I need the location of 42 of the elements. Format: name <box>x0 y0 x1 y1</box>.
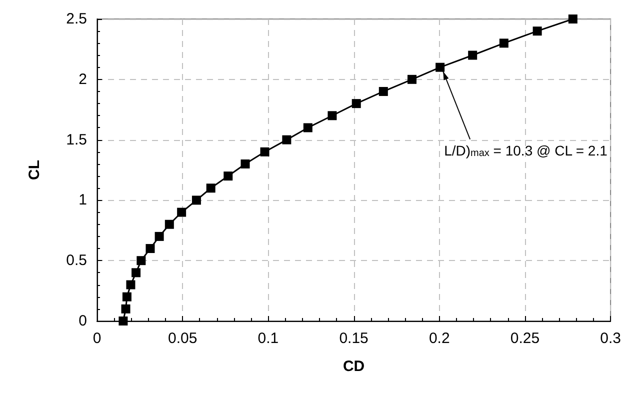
y-tick-label: 0 <box>78 312 87 330</box>
x-tick-label: 0.1 <box>258 330 279 347</box>
point <box>260 147 270 156</box>
x-tick-label: 0.05 <box>168 330 198 347</box>
y-tick-label: 1 <box>78 192 87 209</box>
point <box>407 74 416 84</box>
annotation: L/D)max = 10.3 @ CL = 2.1 <box>444 142 608 159</box>
point <box>568 14 578 24</box>
x-tick-label: 0 <box>92 330 102 347</box>
point <box>499 38 508 48</box>
point <box>154 232 164 241</box>
x-tick-label: 0.25 <box>510 330 540 347</box>
point <box>122 292 132 302</box>
point <box>136 256 146 266</box>
point <box>146 244 155 254</box>
y-axis-title: CL <box>26 160 43 180</box>
point <box>118 316 128 326</box>
point <box>177 208 186 217</box>
point <box>328 111 337 120</box>
point <box>121 304 130 314</box>
y-tick-label: 0.5 <box>66 252 87 270</box>
point <box>468 50 478 60</box>
y-tick-label: 1.5 <box>66 131 87 148</box>
point <box>164 220 174 229</box>
point <box>224 172 233 181</box>
x-tick-label: 0.2 <box>428 330 450 347</box>
point <box>303 123 312 132</box>
point <box>282 135 292 144</box>
x-tick-label: 0.15 <box>339 330 368 347</box>
point <box>192 196 201 205</box>
y-tick-label: 2.5 <box>66 10 87 28</box>
point <box>436 62 445 72</box>
x-axis-title: CD <box>342 358 365 375</box>
x-tick-label: 0.3 <box>600 330 622 347</box>
y-tick-label: 2 <box>78 70 87 88</box>
point <box>132 268 141 278</box>
point <box>126 280 136 290</box>
point <box>240 159 250 168</box>
point <box>532 26 542 36</box>
point <box>378 86 388 96</box>
point <box>206 184 216 193</box>
point <box>352 99 361 108</box>
